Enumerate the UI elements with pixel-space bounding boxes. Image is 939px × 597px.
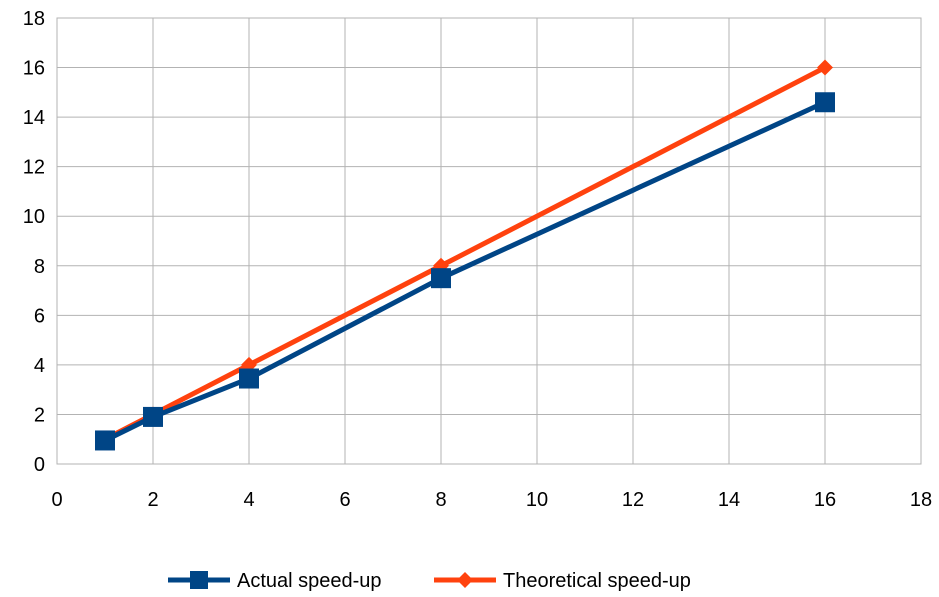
- y-tick-label: 0: [34, 454, 45, 476]
- x-tick-label: 8: [435, 489, 446, 511]
- x-tick-label: 16: [814, 489, 836, 511]
- x-tick-label: 0: [51, 489, 62, 511]
- x-tick-label: 12: [622, 489, 644, 511]
- x-tick-label: 18: [910, 489, 932, 511]
- y-tick-label: 4: [34, 355, 45, 377]
- y-tick-label: 2: [34, 404, 45, 426]
- x-axis-tick-labels: 0 2 4 6 8 10 12 14 16 18: [51, 489, 932, 511]
- data-point-square: [815, 92, 835, 113]
- legend-label: Actual speed-up: [237, 570, 382, 592]
- data-point-diamond: [457, 572, 473, 588]
- x-tick-label: 2: [147, 489, 158, 511]
- data-point-square: [239, 368, 259, 389]
- legend-item: Theoretical speed-up: [434, 570, 691, 592]
- y-tick-label: 12: [23, 157, 45, 179]
- series-layer: [95, 59, 835, 451]
- y-tick-label: 10: [23, 206, 45, 228]
- y-tick-label: 14: [23, 107, 45, 129]
- y-axis-tick-labels: 0 2 4 6 8 10 12 14 16 18: [23, 8, 45, 476]
- y-tick-label: 16: [23, 58, 45, 80]
- x-tick-label: 10: [526, 489, 548, 511]
- x-tick-label: 6: [339, 489, 350, 511]
- legend-item: Actual speed-up: [168, 570, 382, 592]
- series-line: [103, 65, 827, 442]
- series-actual-speed-up: [95, 92, 835, 451]
- legend: Actual speed-up Theoretical speed-up: [168, 570, 691, 592]
- y-tick-label: 8: [34, 256, 45, 278]
- data-point-diamond: [817, 59, 833, 76]
- data-point-square: [190, 571, 208, 589]
- plot-area-frame: [56, 17, 922, 465]
- series-theoretical-speed-up: [97, 59, 833, 448]
- data-point-square: [95, 430, 115, 451]
- y-tick-label: 18: [23, 8, 45, 30]
- y-tick-label: 6: [34, 305, 45, 327]
- x-tick-label: 14: [718, 489, 740, 511]
- data-point-square: [431, 268, 451, 289]
- legend-label: Theoretical speed-up: [503, 570, 691, 592]
- data-point-square: [143, 406, 163, 427]
- x-tick-label: 4: [243, 489, 254, 511]
- series-line: [103, 99, 827, 443]
